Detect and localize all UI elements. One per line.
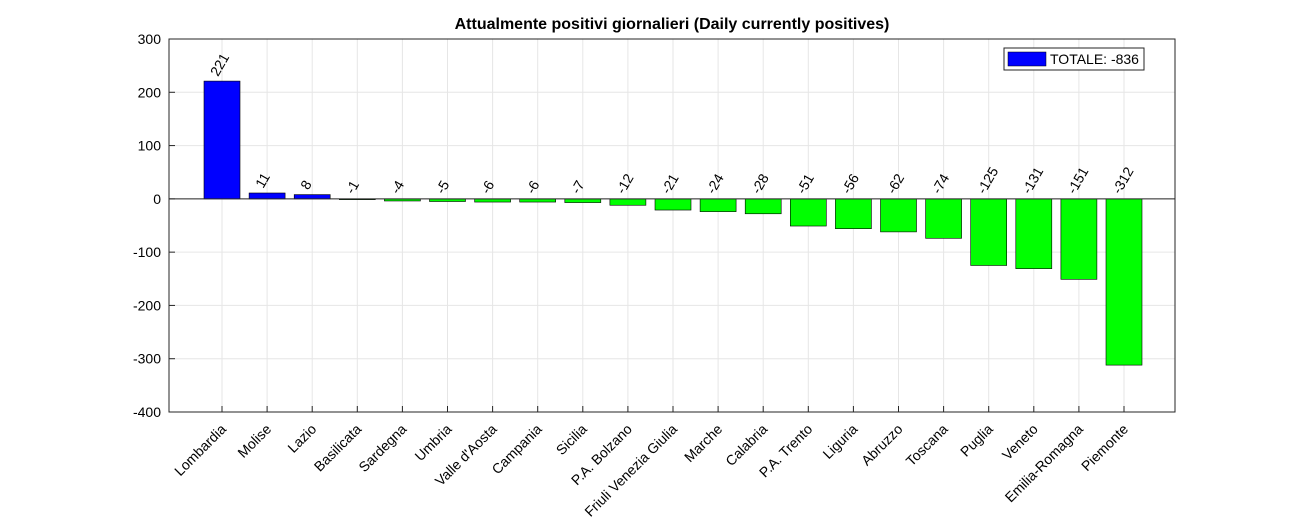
x-tick-label: Sardegna	[355, 421, 409, 475]
data-label: -21	[658, 171, 682, 197]
bars	[203, 80, 1143, 366]
bar	[1105, 198, 1143, 366]
bar	[699, 198, 737, 212]
data-label: -56	[838, 171, 862, 197]
bar	[609, 198, 647, 206]
legend-entry: TOTALE: -836	[1050, 51, 1139, 67]
x-tick-label: Emilia-Romagna	[1002, 421, 1087, 506]
x-tick-label: Lazio	[284, 421, 319, 456]
x-tick-label: Lombardia	[171, 421, 229, 479]
bar	[654, 198, 692, 211]
data-label: -74	[928, 171, 952, 197]
data-label: -4	[387, 177, 407, 196]
x-tick-label: Veneto	[999, 421, 1041, 463]
data-label: -28	[748, 171, 772, 197]
bar	[789, 198, 827, 227]
x-tick-label: Marche	[681, 421, 725, 465]
data-label: -12	[613, 171, 637, 197]
y-tick-labels: -400 -300 -200 -100 0 100 200 300	[133, 31, 161, 420]
bar	[970, 198, 1008, 266]
x-tick-label: Abruzzo	[858, 421, 906, 469]
y-tick-label: -300	[133, 351, 161, 367]
x-tick-label: Liguria	[819, 421, 860, 462]
x-tick-label: Toscana	[903, 421, 951, 469]
bar	[564, 198, 602, 203]
y-tick-label: 300	[138, 31, 162, 47]
data-label: -51	[793, 171, 817, 197]
x-tick-label: Puglia	[957, 421, 996, 460]
data-label: 11	[252, 170, 273, 191]
data-label: -151	[1064, 164, 1092, 196]
bar	[1060, 198, 1098, 280]
x-tick-label: Sicilia	[553, 421, 590, 458]
bar	[293, 194, 331, 200]
bar	[880, 198, 917, 233]
data-label: -131	[1019, 164, 1047, 196]
y-tick-label: 0	[153, 191, 161, 207]
x-tick-label: Umbria	[411, 421, 454, 464]
bar	[1015, 198, 1053, 269]
data-label: -24	[703, 171, 727, 197]
chart-title: Attualmente positivi giornalieri (Daily …	[455, 16, 890, 33]
y-tick-label: -400	[133, 404, 161, 420]
data-label: -125	[973, 164, 1001, 196]
x-tick-label: Molise	[234, 421, 274, 461]
legend: TOTALE: -836	[1003, 47, 1145, 71]
bar	[925, 198, 962, 239]
y-tick-label: -100	[133, 244, 161, 260]
data-label: 221	[207, 50, 233, 78]
data-label: -7	[568, 177, 588, 196]
bar	[744, 198, 782, 215]
bar	[835, 198, 872, 229]
bar	[203, 80, 241, 200]
y-tick-label: 100	[138, 138, 162, 154]
x-tick-label: Basilicata	[311, 421, 365, 475]
legend-swatch	[1007, 51, 1047, 67]
data-label: -6	[522, 177, 542, 196]
x-tick-label: Piemonte	[1078, 421, 1131, 474]
data-label: -1	[342, 177, 362, 196]
y-tick-label: -200	[133, 297, 161, 313]
plot-frame	[168, 38, 1176, 413]
data-label: -6	[477, 177, 497, 196]
bar	[248, 192, 286, 200]
data-label: -5	[432, 177, 452, 196]
axes	[168, 38, 1176, 413]
y-tick-label: 200	[138, 84, 162, 100]
data-label: -62	[883, 171, 907, 197]
x-tick-label: Campania	[488, 421, 545, 478]
data-label: -312	[1109, 164, 1137, 196]
